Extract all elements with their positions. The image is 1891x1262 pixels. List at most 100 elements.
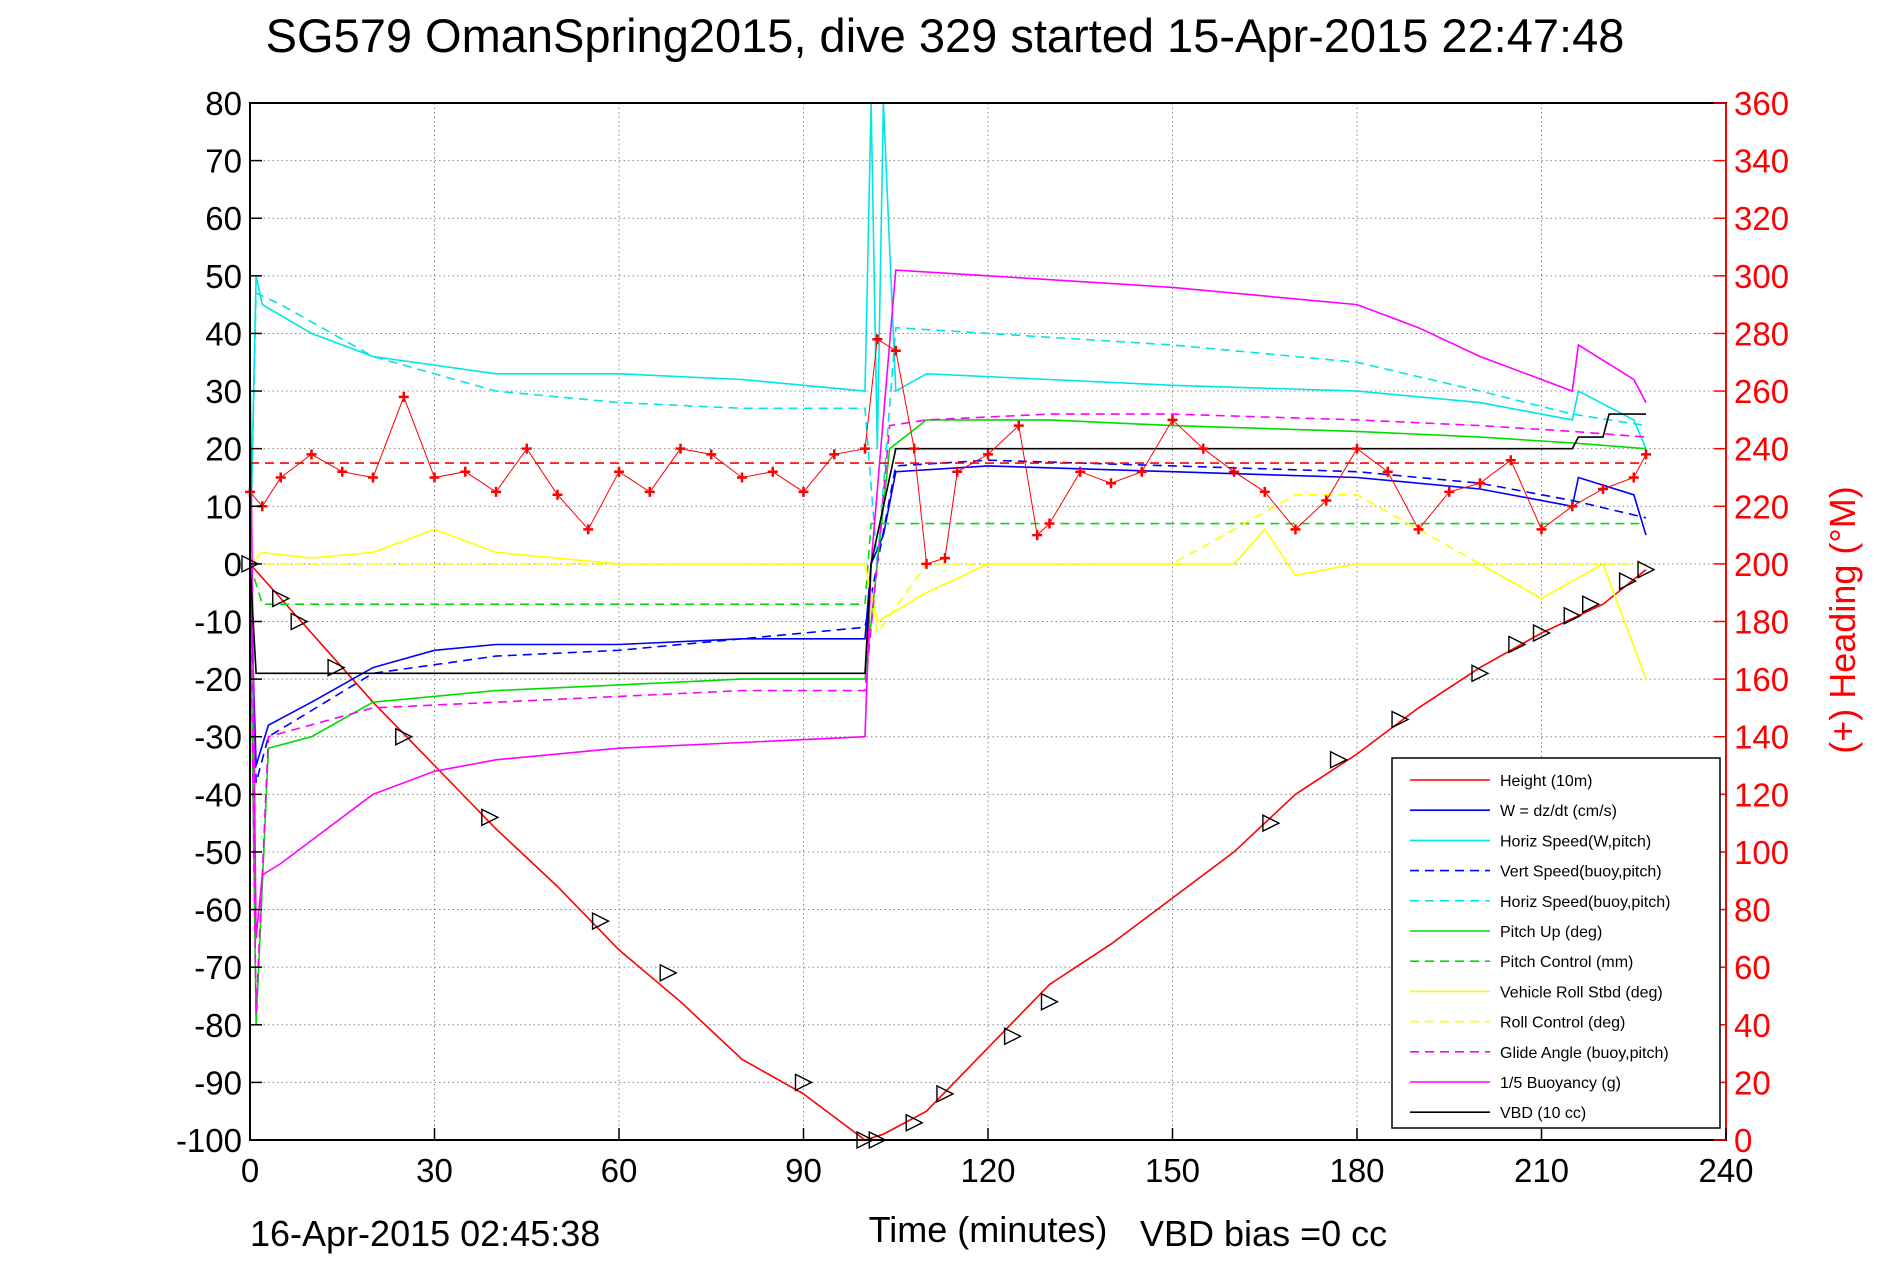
heading-point (1536, 524, 1547, 535)
heading-point (1444, 486, 1455, 497)
height-marker-point (1637, 560, 1656, 579)
heading-point (737, 472, 747, 483)
heading-point (1075, 466, 1086, 477)
height-marker-point (659, 963, 678, 983)
heading-point (552, 489, 563, 500)
y-tick-label: 60 (205, 200, 242, 237)
height-marker-point (272, 589, 291, 608)
y2-tick-label: 300 (1734, 258, 1789, 295)
heading-point (1567, 501, 1578, 512)
x-tick-label: 210 (1514, 1152, 1569, 1189)
chart-title: SG579 OmanSpring2015, dive 329 started 1… (266, 9, 1625, 62)
heading-point (1106, 478, 1116, 489)
right-axis-ticks: 0 20 40 60 80 100 120 140 160 180 200 220 240 260 280 3… (1714, 85, 1789, 1159)
heading-point (521, 443, 532, 454)
series-pitch-control-mm (250, 522, 1646, 606)
heading-point (1352, 443, 1362, 454)
heading-point (1598, 483, 1608, 494)
y2-tick-label: 280 (1734, 315, 1789, 352)
y2-tick-label: 360 (1734, 85, 1789, 122)
legend-entry-label: VBD (10 cc) (1500, 1105, 1586, 1122)
y-tick-label: 30 (205, 373, 242, 410)
x-tick-label: 90 (785, 1152, 822, 1189)
heading-point (275, 472, 286, 483)
heading-point (1382, 466, 1393, 477)
y2-tick-label: 60 (1734, 949, 1771, 986)
y-tick-label: 20 (205, 431, 242, 468)
height-marker-point (794, 1073, 814, 1092)
y2-tick-label: 240 (1734, 431, 1789, 468)
x-tick-label: 60 (601, 1152, 638, 1189)
heading-point (614, 466, 624, 477)
heading-point (460, 466, 471, 477)
y-tick-label: -10 (194, 604, 242, 641)
y-tick-label: 80 (205, 85, 242, 122)
legend-entry-label: Pitch Control (mm) (1500, 954, 1633, 971)
heading-point (860, 443, 870, 454)
height-marker-point (1040, 992, 1060, 1011)
footer-timestamp: 16-Apr-2015 02:45:38 (250, 1213, 600, 1254)
height-marker-point (1508, 635, 1527, 654)
footer-vbd-bias: VBD bias =0 cc (1140, 1213, 1387, 1254)
height-marker-point (936, 1084, 955, 1104)
series-1-5-buoyancy-g (250, 269, 1647, 939)
y-tick-label: -70 (194, 949, 242, 986)
height-marker-point (1618, 572, 1638, 591)
left-axis-ticks: -100-90-80-70-60-50-40-30-20-10010203040… (176, 85, 262, 1159)
series-horiz-speed-w-pitch (250, 103, 1647, 564)
y2-tick-label: 20 (1734, 1064, 1771, 1101)
heading-point (909, 443, 920, 454)
y-tick-label: -80 (194, 1007, 242, 1044)
legend: Height (10m) W = dz/dt (cm/s) Horiz Speed(… (1391, 757, 1721, 1129)
y2-tick-label: 0 (1734, 1122, 1752, 1159)
heading-point (872, 334, 883, 345)
heading-point (798, 486, 809, 497)
legend-entry-label: 1/5 Buoyancy (g) (1500, 1075, 1621, 1092)
y2-tick-label: 340 (1734, 143, 1789, 180)
height-marker-point (395, 727, 414, 746)
legend-entry-label: W = dz/dt (cm/s) (1500, 803, 1617, 820)
height-marker-point (1563, 606, 1582, 625)
heading-point (306, 449, 317, 460)
x-tick-label: 30 (416, 1152, 453, 1189)
y-tick-label: -90 (194, 1064, 242, 1101)
y2-tick-label: 220 (1734, 488, 1789, 525)
heading-point (1167, 414, 1178, 425)
height-marker-point (1581, 595, 1601, 614)
height-marker-point (591, 911, 611, 931)
heading-point (368, 472, 378, 483)
y2-tick-label: 160 (1734, 661, 1789, 698)
x-tick-label: 180 (1329, 1152, 1384, 1189)
heading-point (1044, 518, 1055, 529)
y2-tick-label: 100 (1734, 834, 1789, 871)
legend-entry-label: Pitch Up (deg) (1500, 924, 1602, 941)
legend-entry-label: Vert Speed(buoy,pitch) (1500, 864, 1662, 881)
height-marker-point (481, 808, 500, 827)
heading-point (337, 466, 348, 477)
heading-point (829, 449, 840, 460)
right-axis-label: (+) Heading (°M) (1822, 486, 1863, 753)
y2-tick-label: 120 (1734, 776, 1789, 813)
heading-point (921, 558, 932, 569)
y2-tick-label: 320 (1734, 200, 1789, 237)
height-marker-point (327, 658, 346, 677)
legend-entry-label: Glide Angle (buoy,pitch) (1500, 1045, 1669, 1062)
heading-point (983, 449, 993, 460)
height-marker-point (290, 612, 309, 631)
y2-tick-label: 40 (1734, 1007, 1771, 1044)
legend-entry-label: Roll Control (deg) (1500, 1015, 1625, 1032)
y2-tick-label: 200 (1734, 546, 1789, 583)
y-tick-label: 70 (205, 143, 242, 180)
heading-point (767, 466, 778, 477)
series-horiz-speed-buoy-pitch (250, 291, 1647, 564)
heading-point (1198, 443, 1209, 454)
y2-tick-label: 180 (1734, 604, 1789, 641)
series-height-10m (250, 563, 1647, 1140)
heading-point (952, 466, 963, 477)
series-w-dz-dt-cm-s (250, 465, 1647, 766)
heading-point (398, 391, 409, 402)
heading-point (1290, 524, 1301, 535)
series-vehicle-roll-stbd-deg (250, 527, 1647, 680)
heading-point (890, 345, 901, 356)
heading-point (583, 524, 594, 535)
